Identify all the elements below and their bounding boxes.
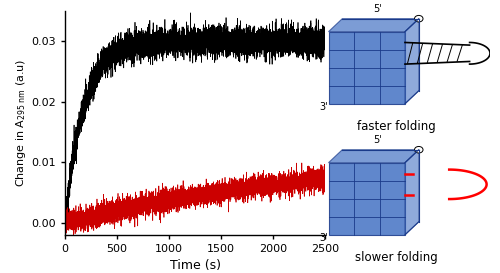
Circle shape: [414, 146, 423, 153]
X-axis label: Time (s): Time (s): [170, 259, 220, 272]
Text: 3': 3': [319, 233, 328, 243]
Text: 5': 5': [373, 4, 382, 14]
Polygon shape: [405, 150, 419, 235]
Y-axis label: Change in A$_{\mathregular{295\ nm}}$ (a.u): Change in A$_{\mathregular{295\ nm}}$ (a…: [14, 59, 28, 187]
Circle shape: [414, 15, 423, 22]
Polygon shape: [328, 32, 405, 104]
Text: 3': 3': [319, 102, 328, 112]
Text: 5': 5': [373, 135, 382, 145]
Polygon shape: [405, 19, 419, 104]
Polygon shape: [328, 150, 419, 163]
Polygon shape: [328, 19, 419, 32]
Polygon shape: [328, 163, 405, 235]
Text: slower folding: slower folding: [355, 251, 438, 264]
Text: faster folding: faster folding: [357, 120, 436, 133]
